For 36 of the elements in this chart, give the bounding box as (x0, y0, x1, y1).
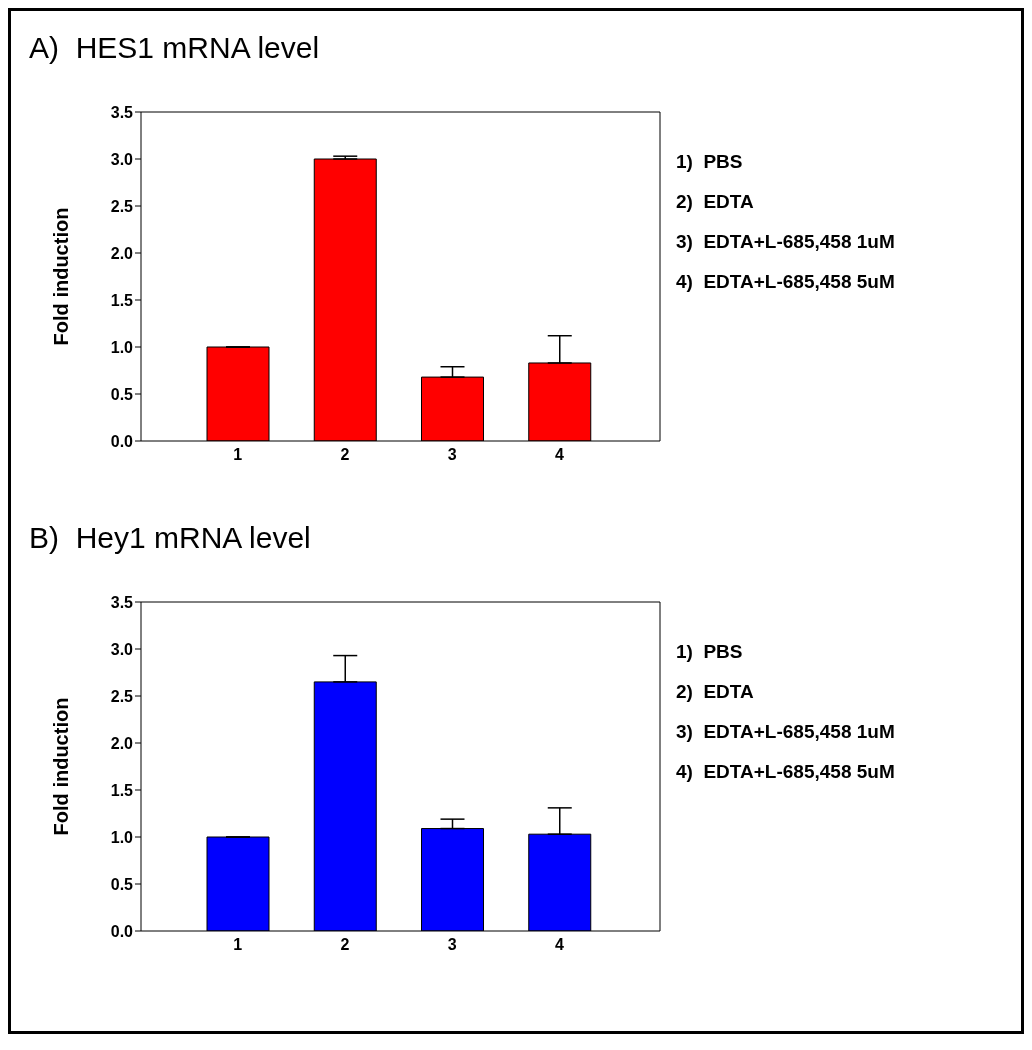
x-tick-label: 3 (447, 936, 457, 954)
text: 1) PBS (676, 151, 744, 174)
x-tick-label: 1 (233, 446, 243, 464)
y-tick-label: 3.0 (110, 150, 134, 168)
x-tick-label: 4 (554, 446, 564, 464)
text: 3) EDTA+L-685,458 1uM (676, 721, 895, 744)
y-tick-label: 3.0 (110, 640, 134, 658)
y-tick-label: 1.0 (110, 338, 134, 356)
text: 4) EDTA+L-685,458 5uM (676, 761, 895, 784)
chart-title: A) HES1 mRNA level (29, 31, 320, 65)
y-axis-title: Fold induction (50, 697, 73, 836)
x-tick-label: 1 (233, 936, 243, 954)
text: 4) EDTA+L-685,458 5uM (676, 271, 895, 294)
text: 2) EDTA (676, 191, 755, 214)
x-tick-label: 2 (340, 936, 350, 954)
y-tick-label: 1.5 (110, 291, 134, 309)
chart-title: B) Hey1 mRNA level (29, 521, 311, 555)
y-axis-title: Fold induction (50, 207, 73, 346)
x-tick-label: 3 (447, 446, 457, 464)
y-tick-label: 1.5 (110, 781, 134, 799)
x-tick-label: 4 (554, 936, 564, 954)
y-tick-label: 2.5 (110, 687, 134, 705)
y-tick-label: 0.0 (110, 432, 134, 450)
y-tick-label: 3.5 (110, 103, 134, 121)
y-tick-label: 3.5 (110, 593, 134, 611)
text: 2) EDTA (676, 681, 755, 704)
y-tick-label: 0.0 (110, 922, 134, 940)
y-tick-label: 2.5 (110, 197, 134, 215)
x-tick-label: 2 (340, 446, 350, 464)
y-tick-label: 2.0 (110, 244, 134, 262)
text: 1) PBS (676, 641, 744, 664)
y-tick-label: 0.5 (110, 385, 134, 403)
text: 3) EDTA+L-685,458 1uM (676, 231, 895, 254)
y-tick-label: 0.5 (110, 875, 134, 893)
y-tick-label: 2.0 (110, 734, 134, 752)
y-tick-label: 1.0 (110, 828, 134, 846)
